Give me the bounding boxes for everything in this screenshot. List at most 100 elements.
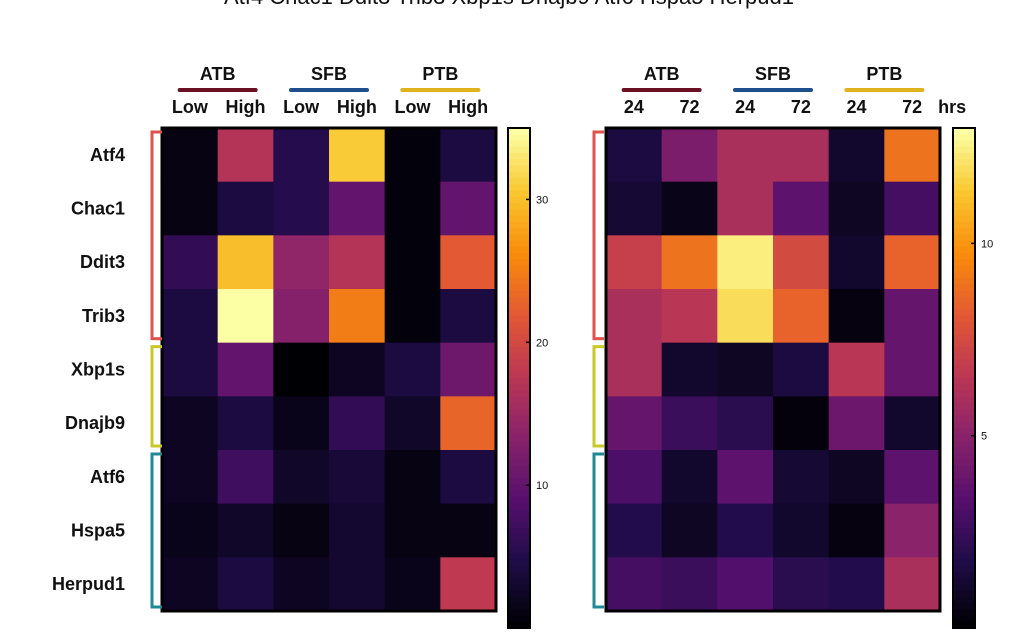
column-unit-label: hrs	[938, 97, 966, 117]
colorbar-segment	[953, 246, 975, 254]
heatmap-cell	[661, 128, 718, 183]
colorbar-segment	[953, 384, 975, 392]
heatmap-cell	[273, 128, 330, 183]
colorbar-segment	[508, 559, 530, 567]
colorbar-segment	[953, 165, 975, 173]
colorbar-segment	[953, 403, 975, 410]
heatmap-cell	[773, 557, 830, 612]
colorbar-segment	[953, 190, 975, 198]
colorbar-segment	[508, 496, 530, 504]
heatmap-cell	[273, 342, 330, 397]
heatmap-cell	[440, 181, 497, 236]
colorbar-segment	[953, 340, 975, 348]
heatmap-cell	[828, 503, 885, 558]
colorbar-segment	[508, 303, 530, 310]
heatmap-cell	[217, 450, 274, 505]
heatmap-cell	[661, 557, 718, 612]
colorbar-segment	[508, 478, 530, 485]
colorbar-segment	[953, 240, 975, 248]
colorbar-segment	[953, 359, 975, 367]
heatmap-cell	[828, 128, 885, 183]
heatmap-cell	[440, 342, 497, 397]
heatmap-cell	[162, 342, 219, 397]
colorbar-segment	[953, 571, 975, 579]
colorbar-segment	[953, 490, 975, 498]
colorbar-segment	[953, 521, 975, 529]
column-label: 72	[791, 97, 811, 117]
heatmap-cell	[661, 289, 718, 344]
colorbar-frame	[507, 127, 531, 629]
heatmap-cell	[606, 396, 663, 451]
colorbar-segment	[508, 278, 530, 285]
colorbar-segment	[508, 403, 530, 410]
colorbar-segment	[508, 190, 530, 198]
colorbar-segment	[953, 409, 975, 417]
colorbar-segment	[953, 446, 975, 454]
colorbar-segment	[953, 259, 975, 267]
colorbar-segment	[508, 471, 530, 479]
heatmap-cell	[828, 289, 885, 344]
colorbar-segment	[508, 334, 530, 342]
colorbar-segment	[953, 296, 975, 304]
colorbar-segment	[508, 459, 530, 467]
colorbar-segment	[508, 415, 530, 423]
heatmap-cell	[329, 557, 386, 612]
top-gene-list-text: Atf4 Chac1 Ddit3 Trib3 Xbp1s Dnajb9 Atf6…	[0, 0, 1018, 10]
heatmap-cell	[384, 289, 441, 344]
heatmap-cell	[884, 396, 941, 451]
colorbar-segment	[508, 328, 530, 335]
row-label: Chac1	[71, 199, 125, 219]
colorbar-segment	[508, 215, 530, 223]
heatmap-cell	[329, 396, 386, 451]
heatmap-cell	[606, 557, 663, 612]
colorbar-segment	[953, 415, 975, 423]
heatmap-cell	[217, 128, 274, 183]
colorbar-segment	[508, 153, 530, 160]
colorbar-segment	[508, 203, 530, 210]
heatmap-cell	[661, 503, 718, 558]
heatmap-cell	[828, 396, 885, 451]
heatmap-cell	[884, 181, 941, 236]
colorbar-segment	[953, 153, 975, 160]
colorbar-segment	[953, 353, 975, 360]
colorbar-segment	[508, 521, 530, 529]
colorbar-segment	[953, 234, 975, 242]
heatmap-cell	[384, 450, 441, 505]
colorbar-segment	[508, 140, 530, 148]
colorbar-segment	[508, 159, 530, 167]
colorbar-tick-label: 5	[981, 431, 987, 443]
colorbar-segment	[953, 315, 975, 323]
colorbar-segment	[508, 428, 530, 435]
heatmap-cell	[717, 181, 774, 236]
heatmap-cell	[773, 235, 830, 290]
heatmap-cell	[884, 235, 941, 290]
colorbar-segment	[953, 465, 975, 473]
colorbar-segment	[508, 296, 530, 304]
colorbar-segment	[508, 465, 530, 473]
colorbar-segment	[508, 271, 530, 279]
heatmap-cell	[773, 128, 830, 183]
heatmap-cell	[440, 503, 497, 558]
colorbar-segment	[508, 253, 530, 260]
row-label: Atf6	[90, 467, 125, 487]
colorbar-segment	[508, 171, 530, 179]
colorbar-segment	[508, 540, 530, 548]
colorbar-segment	[953, 434, 975, 442]
colorbar-segment	[953, 421, 975, 429]
column-label: High	[448, 97, 488, 117]
group-label: ATB	[644, 64, 680, 84]
colorbar-segment	[953, 515, 975, 523]
heatmap-cell	[162, 235, 219, 290]
colorbar-segment	[508, 259, 530, 267]
colorbar-segment	[953, 590, 975, 598]
heatmap-cell	[661, 450, 718, 505]
colorbar-segment	[953, 309, 975, 317]
heatmap-cell	[329, 235, 386, 290]
colorbar-segment	[953, 328, 975, 335]
colorbar-segment	[953, 171, 975, 179]
colorbar-segment	[508, 365, 530, 373]
colorbar-segment	[508, 565, 530, 573]
colorbar-segment	[508, 421, 530, 429]
colorbar-segment	[953, 509, 975, 517]
heatmap-cell	[884, 450, 941, 505]
